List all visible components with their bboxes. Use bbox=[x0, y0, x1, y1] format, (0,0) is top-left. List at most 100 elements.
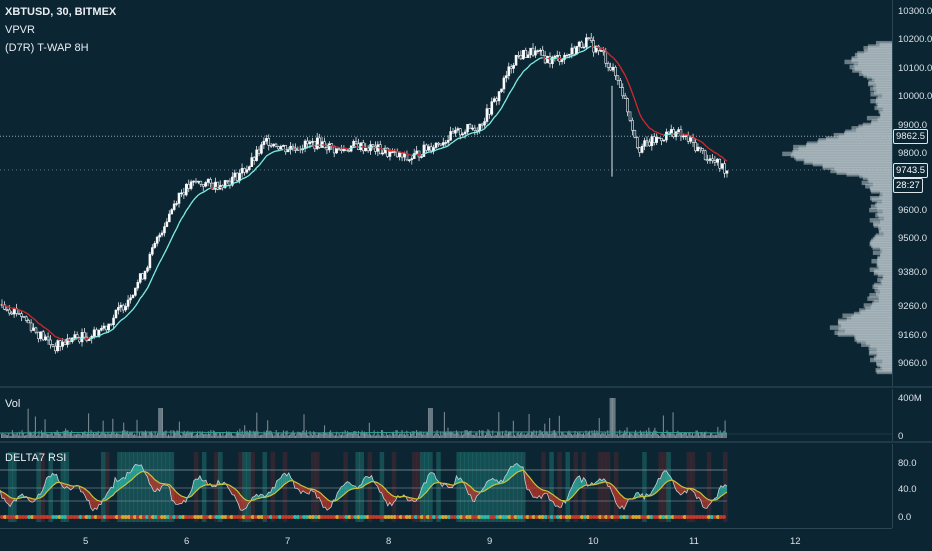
candle-up bbox=[678, 130, 680, 132]
volume-bar bbox=[287, 431, 288, 438]
volume-bar bbox=[687, 436, 688, 438]
volume-bar bbox=[590, 435, 591, 438]
volume-bar bbox=[265, 433, 266, 438]
twap-segment bbox=[138, 298, 140, 302]
twap-segment bbox=[548, 58, 550, 59]
volume-bar bbox=[474, 435, 475, 438]
twap-segment bbox=[257, 166, 259, 168]
volume-bar bbox=[587, 433, 588, 438]
volume-bar bbox=[66, 430, 67, 438]
twap-segment bbox=[145, 288, 147, 292]
volume-bar bbox=[605, 432, 606, 438]
volume-bar bbox=[616, 434, 617, 438]
twap-segment bbox=[451, 142, 453, 144]
volume-bar bbox=[68, 430, 69, 438]
volume-bar bbox=[479, 430, 480, 438]
volume-title[interactable]: Vol bbox=[5, 398, 20, 410]
candle-up bbox=[515, 55, 517, 65]
volume-bar bbox=[341, 435, 342, 438]
rsi-title[interactable]: DELTA7 RSI bbox=[5, 452, 66, 464]
candle-down bbox=[532, 48, 534, 55]
candle-up bbox=[399, 153, 401, 157]
volume-bar bbox=[249, 430, 250, 438]
volume-bar bbox=[40, 436, 41, 438]
twap-segment bbox=[128, 312, 130, 314]
volume-bar bbox=[639, 435, 640, 438]
volume-bar bbox=[195, 435, 196, 438]
twap-segment bbox=[133, 306, 135, 309]
candle-up bbox=[117, 307, 119, 310]
volume-pane[interactable]: Vol bbox=[0, 389, 892, 441]
twap-segment bbox=[194, 197, 196, 200]
indicator-twap-label[interactable]: (D7R) T-WAP 8H bbox=[5, 42, 89, 54]
candle-down bbox=[345, 149, 347, 151]
volume-bar bbox=[372, 435, 373, 438]
volume-bar bbox=[112, 419, 113, 438]
rsi-background-band bbox=[565, 452, 570, 522]
price-chart-pane[interactable]: XBTUSD, 30, BITMEX VPVR (D7R) T-WAP 8H bbox=[0, 0, 892, 386]
volume-bar bbox=[630, 433, 631, 438]
symbol-title[interactable]: XBTUSD, 30, BITMEX bbox=[5, 6, 116, 18]
rsi-background-band bbox=[666, 452, 671, 522]
candle-down bbox=[636, 137, 638, 147]
volume-bar bbox=[600, 434, 601, 438]
volume-axis[interactable]: 400M 0 bbox=[892, 389, 932, 441]
candle-down bbox=[227, 180, 229, 181]
candle-down bbox=[28, 320, 30, 322]
pane-separator[interactable] bbox=[0, 441, 932, 443]
candle-up bbox=[248, 167, 250, 170]
volume-bar bbox=[325, 433, 326, 438]
volume-bar bbox=[376, 435, 377, 438]
candle-down bbox=[469, 124, 471, 128]
rsi-background-band bbox=[145, 452, 150, 522]
rsi-signal-dot bbox=[722, 515, 726, 519]
twap-segment bbox=[497, 111, 499, 114]
twap-segment bbox=[516, 78, 518, 82]
indicator-vpvr-label[interactable]: VPVR bbox=[5, 24, 35, 36]
volume-bar bbox=[147, 435, 148, 438]
twap-segment bbox=[242, 178, 244, 179]
volume-bar bbox=[572, 435, 573, 438]
candle-down bbox=[20, 314, 22, 317]
candle-down bbox=[707, 160, 709, 161]
rsi-pane[interactable]: DELTA7 RSI bbox=[0, 444, 892, 528]
candle-down bbox=[142, 274, 144, 279]
volume-bar bbox=[472, 435, 473, 438]
volume-bar bbox=[247, 431, 248, 438]
volume-bar bbox=[588, 432, 589, 438]
candle-up bbox=[13, 309, 15, 315]
volume-profile bbox=[782, 41, 892, 374]
volume-bar bbox=[392, 432, 393, 438]
volume-bar bbox=[642, 434, 643, 438]
rsi-background-band bbox=[392, 452, 397, 522]
candle-up bbox=[498, 92, 500, 101]
volume-bar bbox=[456, 430, 457, 438]
volume-bar bbox=[37, 435, 38, 438]
price-chart[interactable] bbox=[0, 0, 892, 386]
volume-bar bbox=[391, 436, 392, 438]
volume-bar bbox=[335, 435, 336, 438]
candle-up bbox=[690, 138, 692, 142]
volume-bar bbox=[340, 435, 341, 438]
volume-bar bbox=[316, 435, 317, 438]
volume-bar bbox=[111, 433, 112, 438]
volume-bar bbox=[71, 431, 72, 438]
twap-segment bbox=[458, 138, 460, 139]
volume-bar bbox=[239, 429, 240, 438]
volume-bar bbox=[270, 431, 271, 438]
volume-bar bbox=[105, 433, 106, 438]
volume-bar bbox=[23, 433, 24, 438]
rsi-axis[interactable]: 80.0 40.0 0.0 bbox=[892, 444, 932, 528]
candle-up bbox=[670, 129, 672, 133]
twap-segment bbox=[310, 146, 312, 147]
reference-price-tag: 9862.5 bbox=[893, 129, 928, 144]
candle-up bbox=[530, 48, 532, 55]
pane-separator[interactable] bbox=[0, 386, 932, 388]
candle-down bbox=[425, 145, 427, 150]
volume-bar bbox=[293, 431, 294, 438]
volume-bar bbox=[231, 433, 232, 438]
candle-up bbox=[486, 109, 488, 122]
volume-bar bbox=[45, 419, 46, 438]
